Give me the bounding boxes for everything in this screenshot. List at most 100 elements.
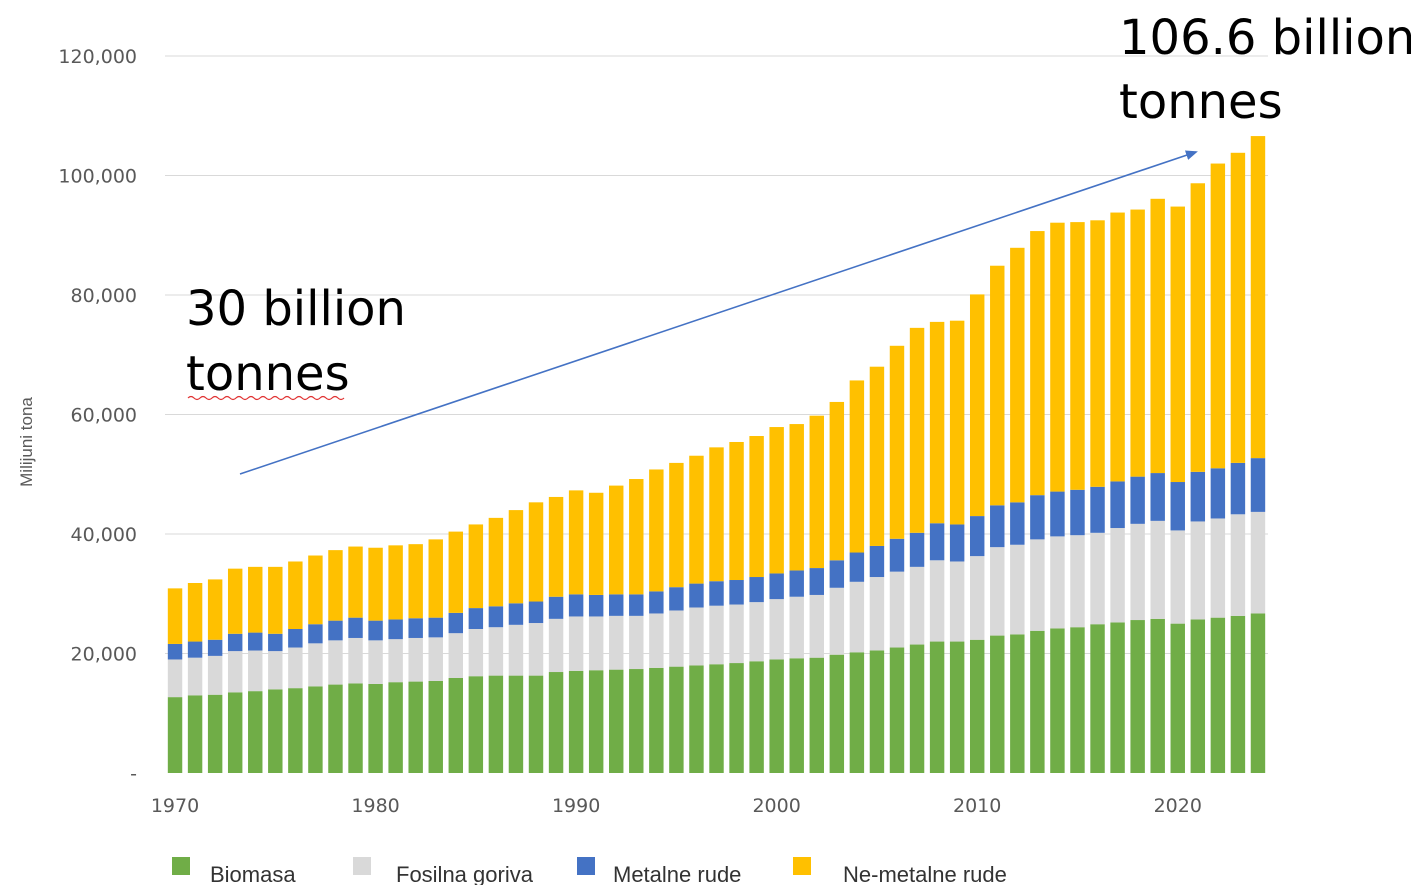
bar-segment-metalne-rude bbox=[1090, 486, 1105, 533]
bar-segment-biomasa bbox=[388, 682, 403, 773]
bar-segment-metalne-rude bbox=[729, 580, 744, 605]
legend-label: Fosilna goriva bbox=[396, 862, 534, 885]
bar-segment-fosilna-goriva bbox=[488, 627, 504, 676]
bar-segment-ne-metalne-rude bbox=[1090, 220, 1105, 487]
bar-segment-fosilna-goriva bbox=[1210, 518, 1226, 618]
legend-label: Ne-metalne rude bbox=[843, 862, 1007, 885]
bar-segment-biomasa bbox=[609, 669, 624, 773]
bar-segment-biomasa bbox=[207, 694, 223, 773]
x-tick-label: 2010 bbox=[953, 795, 1001, 817]
bar-segment-biomasa bbox=[568, 670, 584, 773]
bar-segment-fosilna-goriva bbox=[869, 577, 885, 651]
bar-segment-metalne-rude bbox=[869, 545, 885, 578]
bar-segment-fosilna-goriva bbox=[308, 643, 323, 687]
bar-segment-metalne-rude bbox=[1130, 476, 1145, 524]
bar-segment-metalne-rude bbox=[1070, 489, 1085, 536]
bar-segment-fosilna-goriva bbox=[829, 587, 845, 655]
bar-segment-fosilna-goriva bbox=[889, 571, 905, 648]
bar-segment-biomasa bbox=[288, 688, 303, 773]
bar-segment-ne-metalne-rude bbox=[448, 531, 464, 613]
bar-segment-biomasa bbox=[548, 672, 564, 773]
bar-segment-metalne-rude bbox=[1190, 471, 1206, 522]
bar-segment-fosilna-goriva bbox=[568, 616, 584, 671]
bar-segment-ne-metalne-rude bbox=[749, 436, 764, 578]
bar-segment-fosilna-goriva bbox=[1230, 514, 1246, 616]
bar-segment-ne-metalne-rude bbox=[187, 583, 203, 642]
bar-segment-fosilna-goriva bbox=[1010, 544, 1025, 635]
bar-segment-biomasa bbox=[1210, 617, 1226, 773]
bar-segment-fosilna-goriva bbox=[1110, 528, 1125, 623]
bar-segment-metalne-rude bbox=[929, 523, 945, 561]
bar-segment-ne-metalne-rude bbox=[328, 550, 343, 621]
x-tick-label: 1970 bbox=[151, 795, 199, 817]
bar-segment-biomasa bbox=[488, 675, 504, 773]
annotation-end-line1: 106.6 billion bbox=[1119, 10, 1411, 66]
bar-segment-metalne-rude bbox=[528, 601, 544, 624]
bar-segment-biomasa bbox=[408, 681, 423, 773]
bar-segment-ne-metalne-rude bbox=[929, 321, 945, 524]
bar-segment-biomasa bbox=[889, 647, 905, 773]
bar-segment-fosilna-goriva bbox=[949, 561, 965, 642]
bar-segment-ne-metalne-rude bbox=[849, 380, 865, 553]
bar-segment-metalne-rude bbox=[408, 618, 423, 638]
bar-segment-fosilna-goriva bbox=[1150, 520, 1165, 619]
bar-segment-ne-metalne-rude bbox=[428, 539, 443, 618]
bar-segment-metalne-rude bbox=[468, 608, 484, 629]
x-tick-label: 2020 bbox=[1154, 795, 1202, 817]
bar-segment-fosilna-goriva bbox=[669, 610, 684, 667]
bar-segment-fosilna-goriva bbox=[1170, 530, 1185, 624]
bar-segment-fosilna-goriva bbox=[227, 651, 243, 693]
bar-segment-biomasa bbox=[348, 683, 363, 774]
bar-segment-ne-metalne-rude bbox=[167, 588, 183, 644]
bar-segment-fosilna-goriva bbox=[167, 659, 183, 698]
bar-segment-biomasa bbox=[1190, 619, 1206, 773]
bar-segment-biomasa bbox=[729, 663, 744, 773]
bar-segment-fosilna-goriva bbox=[468, 629, 484, 677]
bar-segment-biomasa bbox=[1110, 622, 1125, 773]
bar-segment-ne-metalne-rude bbox=[969, 294, 985, 517]
annotation-end-line2: tonnes bbox=[1119, 74, 1283, 130]
bar-segment-metalne-rude bbox=[1150, 473, 1165, 521]
bar-segment-fosilna-goriva bbox=[849, 581, 865, 653]
bar-segment-biomasa bbox=[689, 665, 704, 773]
bar-segment-ne-metalne-rude bbox=[1150, 198, 1165, 474]
bars bbox=[167, 136, 1266, 774]
legend-swatch bbox=[577, 857, 595, 875]
bar-segment-metalne-rude bbox=[588, 594, 604, 617]
bar-segment-ne-metalne-rude bbox=[488, 517, 504, 607]
bar-segment-metalne-rude bbox=[428, 617, 443, 638]
bar-segment-metalne-rude bbox=[368, 620, 383, 641]
bar-segment-metalne-rude bbox=[568, 594, 584, 617]
bar-segment-ne-metalne-rude bbox=[889, 345, 905, 539]
bar-segment-metalne-rude bbox=[909, 532, 925, 567]
bar-segment-fosilna-goriva bbox=[528, 623, 544, 676]
bar-segment-metalne-rude bbox=[990, 505, 1005, 548]
x-axis-ticks: 1970 1980 1990 2000 2010 2020 bbox=[151, 795, 1202, 817]
bar-segment-fosilna-goriva bbox=[207, 655, 223, 695]
y-tick-label: 80,000 bbox=[71, 285, 137, 307]
bar-segment-ne-metalne-rude bbox=[368, 547, 383, 621]
bar-segment-biomasa bbox=[809, 657, 824, 773]
bar-segment-fosilna-goriva bbox=[689, 607, 704, 666]
bar-segment-fosilna-goriva bbox=[1050, 536, 1065, 629]
bar-segment-fosilna-goriva bbox=[288, 647, 303, 689]
bar-segment-biomasa bbox=[368, 683, 383, 773]
bar-segment-metalne-rude bbox=[749, 577, 764, 603]
bar-segment-fosilna-goriva bbox=[388, 639, 403, 683]
bar-segment-ne-metalne-rude bbox=[508, 510, 524, 604]
bar-segment-metalne-rude bbox=[789, 570, 804, 597]
bar-segment-fosilna-goriva bbox=[729, 604, 744, 664]
bar-segment-ne-metalne-rude bbox=[1170, 206, 1185, 483]
y-tick-label: 100,000 bbox=[58, 166, 137, 188]
bar-segment-fosilna-goriva bbox=[609, 615, 624, 670]
legend-swatch bbox=[172, 857, 190, 875]
y-tick-label: 20,000 bbox=[71, 644, 137, 666]
bar-segment-fosilna-goriva bbox=[749, 602, 764, 662]
bar-segment-metalne-rude bbox=[268, 633, 283, 652]
bar-segment-metalne-rude bbox=[689, 583, 704, 608]
bar-segment-ne-metalne-rude bbox=[769, 427, 784, 574]
legend: Biomasa Fosilna goriva Metalne rude Ne-meta… bbox=[172, 857, 1007, 885]
bar-segment-biomasa bbox=[749, 661, 764, 773]
x-tick-label: 2000 bbox=[752, 795, 800, 817]
bar-segment-biomasa bbox=[268, 689, 283, 773]
